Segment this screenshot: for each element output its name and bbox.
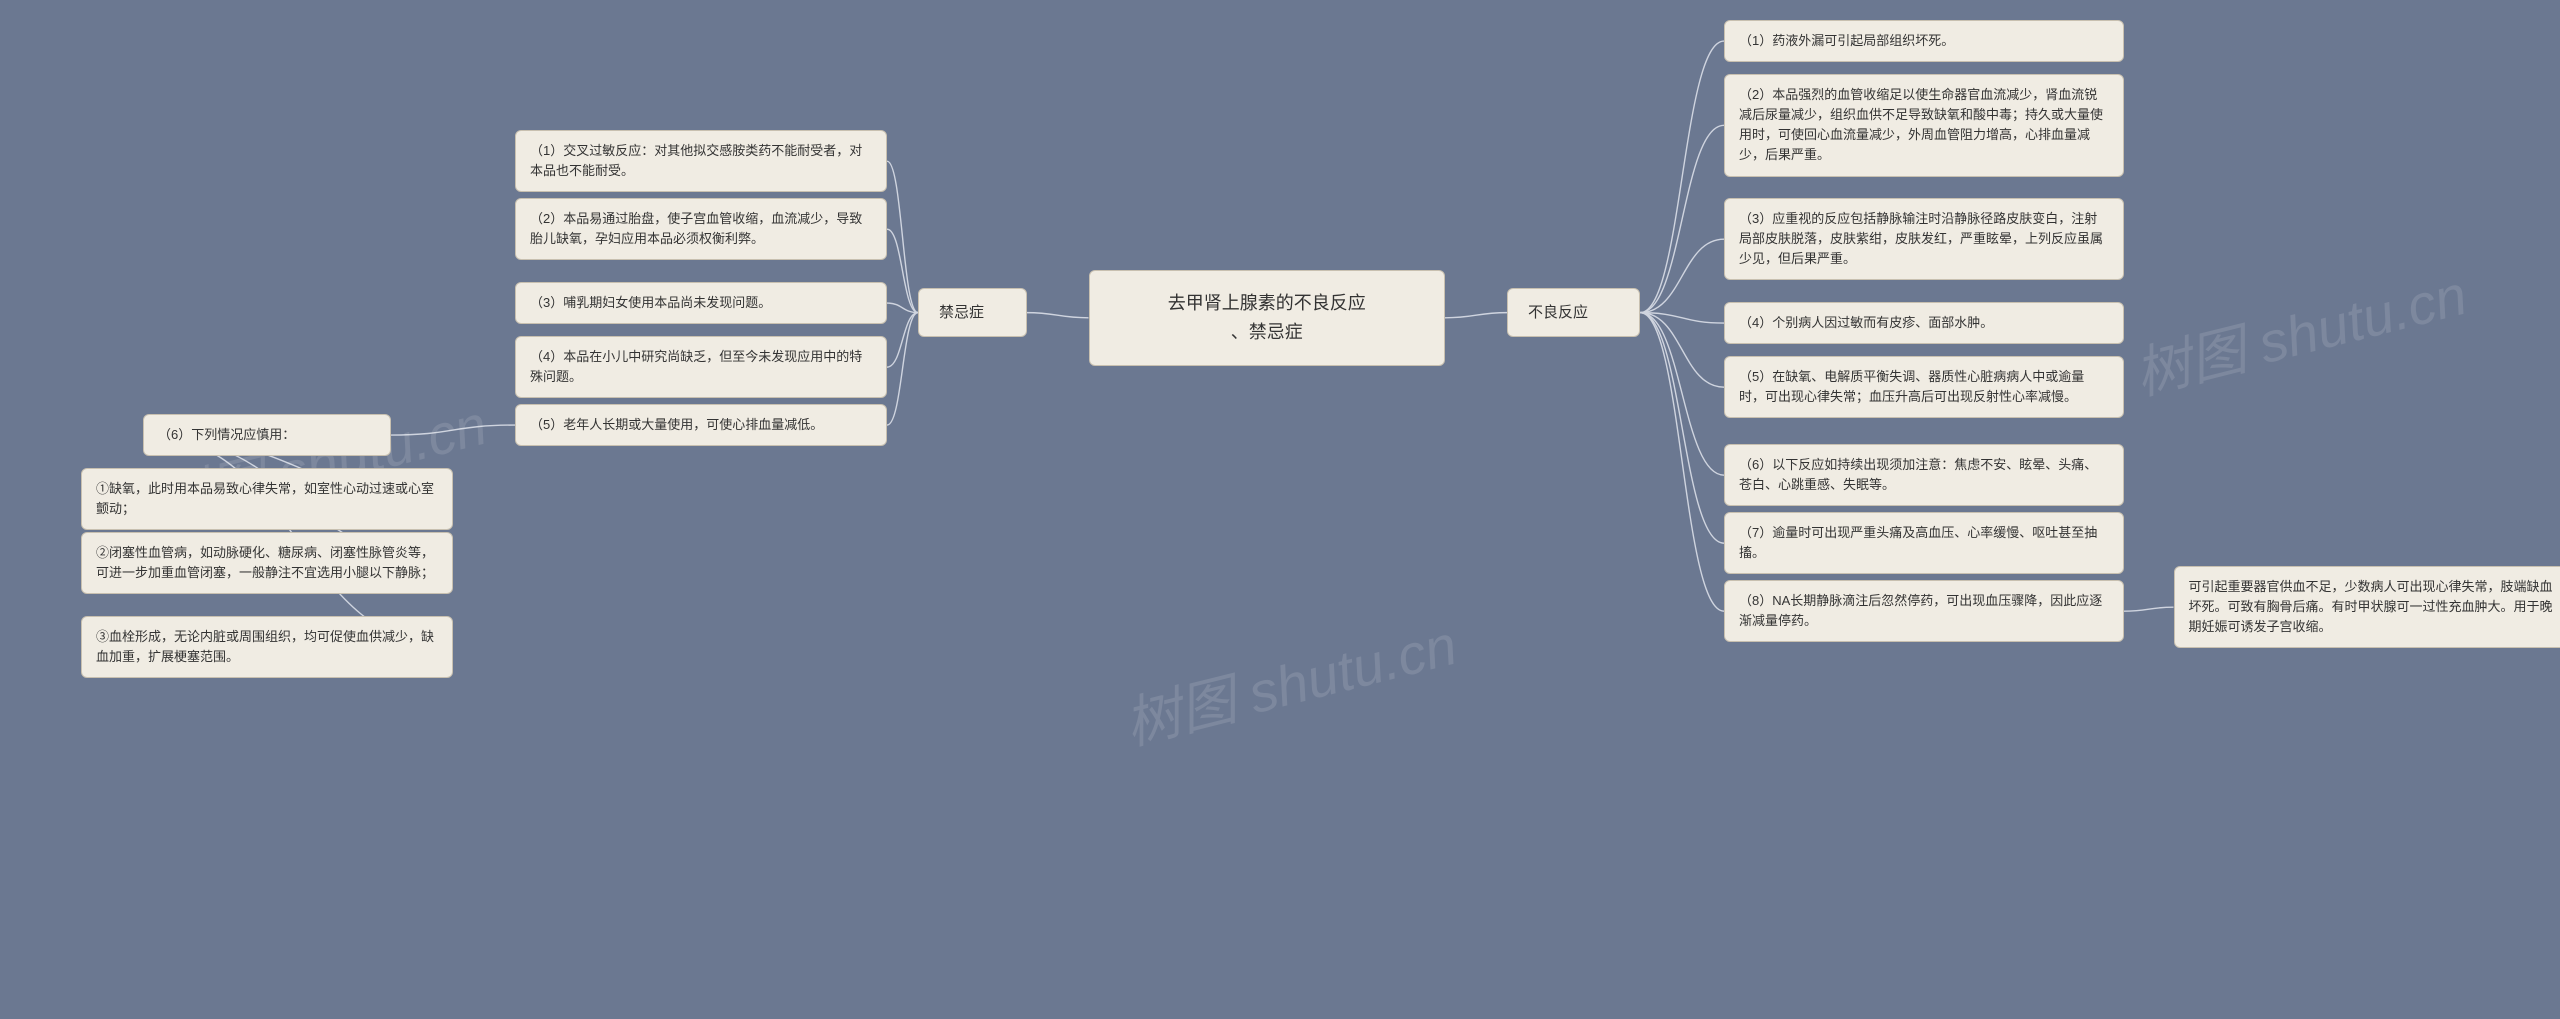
root-line1: 去甲肾上腺素的不良反应 [1168, 293, 1366, 313]
contra-item-6-child-3: ③血栓形成，无论内脏或周围组织，均可促使血供减少，缺血加重，扩展梗塞范围。 [81, 616, 453, 678]
adverse-item-4-text: （4）个别病人因过敏而有皮疹、面部水肿。 [1739, 315, 1993, 330]
contra-item-6-text: （6）下列情况应慎用： [158, 427, 295, 442]
contra-item-2: （2）本品易通过胎盘，使子宫血管收缩，血流减少，导致胎儿缺氧，孕妇应用本品必须权… [515, 198, 887, 260]
adverse-item-8-text: （8）NA长期静脉滴注后忽然停药，可出现血压骤降，因此应逐渐减量停药。 [1739, 593, 2102, 628]
watermark: 树图 shutu.cn [1115, 600, 1464, 761]
contra-item-1-text: （1）交叉过敏反应：对其他拟交感胺类药不能耐受者，对本品也不能耐受。 [530, 143, 862, 178]
branch-adverse-reactions-label: 不良反应 [1528, 304, 1588, 321]
contra-item-6-child-1-text: ①缺氧，此时用本品易致心律失常，如室性心动过速或心室颤动； [96, 481, 434, 516]
adverse-item-8-child-1-text: 可引起重要器官供血不足，少数病人可出现心律失常，肢端缺血坏死。可致有胸骨后痛。有… [2189, 579, 2553, 634]
root-line2: 、禁忌症 [1231, 322, 1303, 342]
contra-item-3-text: （3）哺乳期妇女使用本品尚未发现问题。 [530, 295, 771, 310]
branch-contraindications: 禁忌症 [918, 288, 1027, 337]
adverse-item-3-text: （3）应重视的反应包括静脉输注时沿静脉径路皮肤变白，注射局部皮肤脱落，皮肤紫绀，… [1739, 211, 2103, 266]
adverse-item-1-text: （1）药液外漏可引起局部组织坏死。 [1739, 33, 1954, 48]
adverse-item-4: （4）个别病人因过敏而有皮疹、面部水肿。 [1724, 302, 2124, 344]
contra-item-4: （4）本品在小儿中研究尚缺乏，但至今未发现应用中的特殊问题。 [515, 336, 887, 398]
contra-item-6-child-3-text: ③血栓形成，无论内脏或周围组织，均可促使血供减少，缺血加重，扩展梗塞范围。 [96, 629, 434, 664]
adverse-item-8-child-1: 可引起重要器官供血不足，少数病人可出现心律失常，肢端缺血坏死。可致有胸骨后痛。有… [2174, 566, 2560, 648]
adverse-item-8: （8）NA长期静脉滴注后忽然停药，可出现血压骤降，因此应逐渐减量停药。 [1724, 580, 2124, 642]
adverse-item-7-text: （7）逾量时可出现严重头痛及高血压、心率缓慢、呕吐甚至抽搐。 [1739, 525, 2097, 560]
adverse-item-7: （7）逾量时可出现严重头痛及高血压、心率缓慢、呕吐甚至抽搐。 [1724, 512, 2124, 574]
contra-item-5: （5）老年人长期或大量使用，可使心排血量减低。 [515, 404, 887, 446]
contra-item-3: （3）哺乳期妇女使用本品尚未发现问题。 [515, 282, 887, 324]
contra-item-6-child-2-text: ②闭塞性血管病，如动脉硬化、糖尿病、闭塞性脉管炎等，可进一步加重血管闭塞，一般静… [96, 545, 434, 580]
adverse-item-3: （3）应重视的反应包括静脉输注时沿静脉径路皮肤变白，注射局部皮肤脱落，皮肤紫绀，… [1724, 198, 2124, 280]
adverse-item-5: （5）在缺氧、电解质平衡失调、器质性心脏病病人中或逾量时，可出现心律失常；血压升… [1724, 356, 2124, 418]
adverse-item-5-text: （5）在缺氧、电解质平衡失调、器质性心脏病病人中或逾量时，可出现心律失常；血压升… [1739, 369, 2084, 404]
adverse-item-2: （2）本品强烈的血管收缩足以使生命器官血流减少，肾血流锐减后尿量减少，组织血供不… [1724, 74, 2124, 177]
root-node: 去甲肾上腺素的不良反应 、禁忌症 [1089, 270, 1446, 366]
adverse-item-6-text: （6）以下反应如持续出现须加注意：焦虑不安、眩晕、头痛、苍白、心跳重感、失眠等。 [1739, 457, 2097, 492]
adverse-item-1: （1）药液外漏可引起局部组织坏死。 [1724, 20, 2124, 62]
contra-item-1: （1）交叉过敏反应：对其他拟交感胺类药不能耐受者，对本品也不能耐受。 [515, 130, 887, 192]
branch-adverse-reactions: 不良反应 [1507, 288, 1640, 337]
contra-item-5-text: （5）老年人长期或大量使用，可使心排血量减低。 [530, 417, 823, 432]
contra-item-4-text: （4）本品在小儿中研究尚缺乏，但至今未发现应用中的特殊问题。 [530, 349, 862, 384]
adverse-item-2-text: （2）本品强烈的血管收缩足以使生命器官血流减少，肾血流锐减后尿量减少，组织血供不… [1739, 87, 2103, 162]
watermark: 树图 shutu.cn [2125, 250, 2474, 411]
contra-item-6-child-1: ①缺氧，此时用本品易致心律失常，如室性心动过速或心室颤动； [81, 468, 453, 530]
contra-item-6: （6）下列情况应慎用： [143, 414, 391, 456]
branch-contraindications-label: 禁忌症 [939, 304, 984, 321]
contra-item-2-text: （2）本品易通过胎盘，使子宫血管收缩，血流减少，导致胎儿缺氧，孕妇应用本品必须权… [530, 211, 862, 246]
adverse-item-6: （6）以下反应如持续出现须加注意：焦虑不安、眩晕、头痛、苍白、心跳重感、失眠等。 [1724, 444, 2124, 506]
contra-item-6-child-2: ②闭塞性血管病，如动脉硬化、糖尿病、闭塞性脉管炎等，可进一步加重血管闭塞，一般静… [81, 532, 453, 594]
